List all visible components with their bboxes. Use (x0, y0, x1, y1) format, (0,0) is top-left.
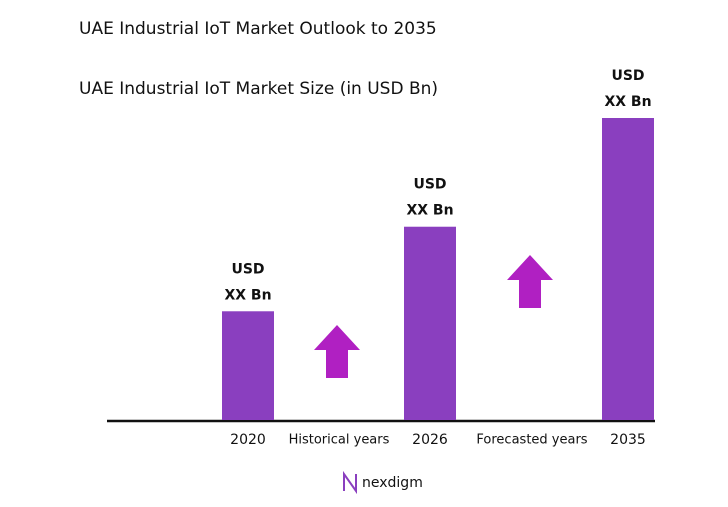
bar (602, 118, 654, 420)
brand: nexdigm (362, 475, 423, 491)
value-label: USD (231, 261, 264, 277)
chart-subtitle: UAE Industrial IoT Market Size (in USD B… (79, 79, 438, 99)
arrow (507, 255, 553, 308)
logo-icon (343, 470, 357, 495)
value-label: XX Bn (604, 94, 651, 110)
logo: nexdigm (343, 470, 423, 495)
value-label: USD (413, 177, 446, 193)
x-tick-label: 2026 (412, 432, 448, 448)
period-label: Forecasted years (476, 433, 587, 448)
value-label: XX Bn (406, 203, 453, 219)
x-tick-label: 2035 (610, 432, 646, 448)
bar (404, 226, 456, 420)
period-label: Historical years (289, 433, 390, 448)
bar (222, 311, 274, 420)
x-tick-label: 2020 (230, 432, 266, 448)
chart-title: UAE Industrial IoT Market Outlook to 203… (79, 19, 437, 39)
value-label: USD (611, 68, 644, 84)
value-label: XX Bn (224, 287, 271, 303)
arrow (314, 325, 360, 378)
